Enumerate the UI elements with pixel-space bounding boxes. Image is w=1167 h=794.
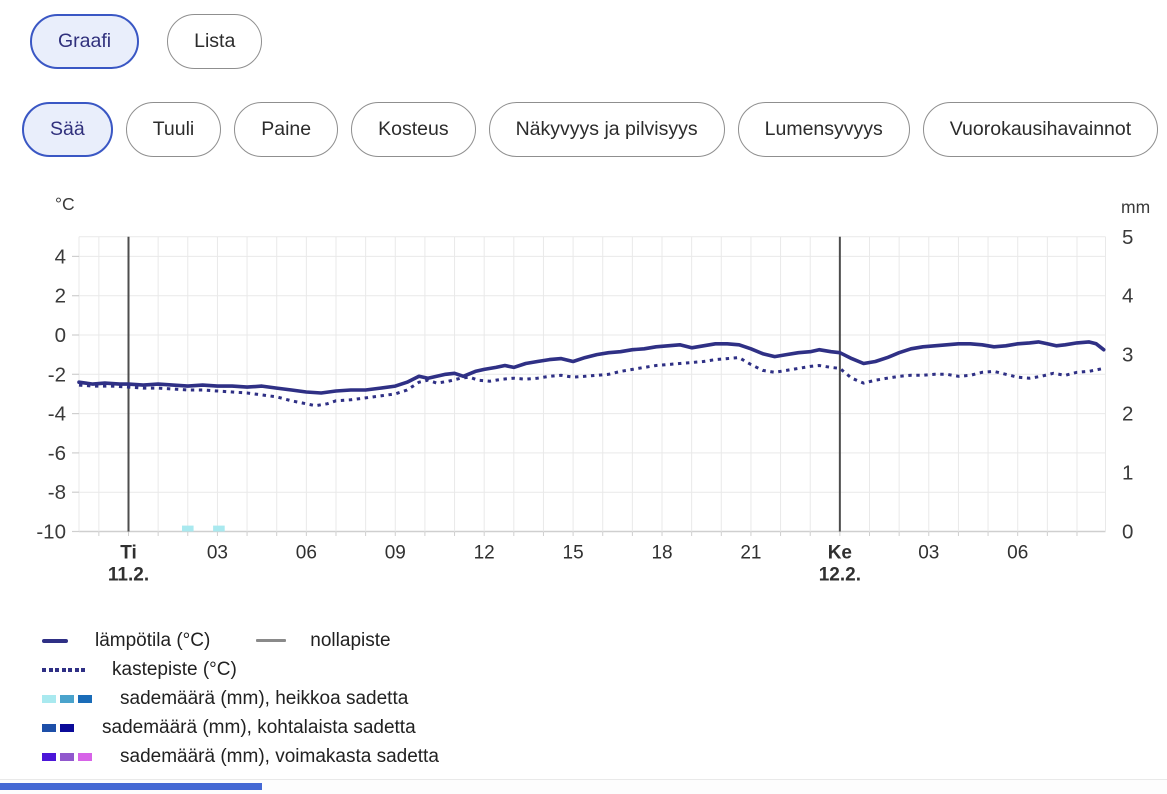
series-lampotila-c [77,340,1106,395]
x-axis-tick-label: 18 [651,543,672,564]
filter-saa[interactable]: Sää [22,102,113,157]
left-axis-unit: °C [55,194,75,214]
precipitation-bar [213,525,225,532]
weather-chart: 4 2 0 -2 -4 -6 -8 -10 5 4 3 2 1 0 °C mm Ti 11.2. 03 06 09 12 1… [0,185,1167,605]
horizontal-scrollbar-track[interactable] [0,779,1167,794]
right-axis-tick-label: 0 [1122,521,1133,544]
x-axis-date-label: 12.2. [819,565,861,586]
legend-item-lampotila-c: lämpötila (°C) [42,630,210,652]
tab-lista[interactable]: Lista [167,14,263,69]
filter-kosteus[interactable]: Kosteus [351,102,476,157]
x-axis-tick-label: Ke [828,543,852,564]
x-axis-tick-label: 06 [1007,543,1028,564]
legend-item-sademaara-mm-kohtalaista-sadetta: sademäärä (mm), kohtalaista sadetta [42,717,416,739]
legend-row: sademäärä (mm), kohtalaista sadetta [0,713,700,742]
legend-label: sademäärä (mm), heikkoa sadetta [120,687,409,709]
legend-label: nollapiste [310,629,391,651]
filter-paine[interactable]: Paine [234,102,339,157]
chart-legend: lämpötila (°C) nollapiste kastepiste (°C) s… [0,626,700,771]
right-axis-tick-label: 1 [1122,462,1133,485]
left-axis-tick-label: -10 [36,521,66,544]
legend-item-sademaara-mm-voimakasta-sadetta: sademäärä (mm), voimakasta sadetta [42,746,439,768]
x-axis-date-label: 11.2. [108,565,149,586]
precipitation-bar [181,525,194,532]
right-axis-unit: mm [1121,197,1150,217]
dash-heavy-swatch-icon [42,752,92,761]
left-axis-tick-label: -2 [48,363,66,386]
line-dotted-swatch-icon [42,667,85,672]
x-axis-tick-label: 12 [474,543,495,564]
line-gray-swatch-icon [256,639,287,642]
legend-label: kastepiste (°C) [112,658,237,680]
filter-vuorokausihavainnot[interactable]: Vuorokausihavainnot [922,102,1159,157]
x-axis-tick-label: 03 [918,543,939,564]
legend-row: sademäärä (mm), voimakasta sadetta [0,742,700,771]
x-axis-tick-label: 15 [563,543,584,564]
x-axis-tick-label: Ti [120,543,137,564]
x-axis-tick-label: 06 [296,543,317,564]
legend-item-nollapiste: nollapiste [256,629,391,652]
view-tabs: Graafi Lista [30,14,263,69]
series-kastepiste-c [78,356,1104,408]
dash-light-swatch-icon [42,694,92,703]
left-axis-tick-label: 0 [55,324,66,347]
x-axis-tick-label: 21 [740,543,761,564]
filter-tabs: Sää Tuuli Paine Kosteus Näkyvyys ja pilvisyy… [22,102,1167,157]
x-axis-tick-label: 09 [385,543,406,564]
dash-moderate-swatch-icon [42,723,74,732]
right-axis-tick-label: 3 [1122,344,1133,367]
right-axis-tick-label: 2 [1122,403,1133,426]
x-axis-tick-label: 03 [207,543,228,564]
filter-nakyvyys-ja-pilvisyys[interactable]: Näkyvyys ja pilvisyys [488,102,725,157]
legend-item-kastepiste-c: kastepiste (°C) [42,659,237,681]
legend-row: sademäärä (mm), heikkoa sadetta [0,684,700,713]
filter-lumensyvyys[interactable]: Lumensyvyys [737,102,910,157]
tab-graafi[interactable]: Graafi [30,14,140,69]
line-solid-swatch-icon [42,638,68,643]
legend-item-sademaara-mm-heikkoa-sadetta: sademäärä (mm), heikkoa sadetta [42,688,408,710]
left-axis-tick-label: -6 [48,442,66,465]
left-axis-tick-label: -8 [48,481,66,504]
right-axis-tick-label: 4 [1122,285,1133,308]
horizontal-scrollbar-thumb[interactable] [0,783,262,790]
filter-tuuli[interactable]: Tuuli [125,102,222,157]
legend-label: sademäärä (mm), kohtalaista sadetta [102,716,416,738]
right-axis-tick-label: 5 [1122,226,1133,249]
legend-label: lämpötila (°C) [95,629,211,651]
legend-row: lämpötila (°C) nollapiste [0,626,700,655]
left-axis-tick-label: 2 [55,285,66,308]
legend-label: sademäärä (mm), voimakasta sadetta [120,745,439,767]
left-axis-tick-label: 4 [55,245,66,268]
left-axis-tick-label: -4 [48,403,66,426]
legend-row: kastepiste (°C) [0,655,700,684]
